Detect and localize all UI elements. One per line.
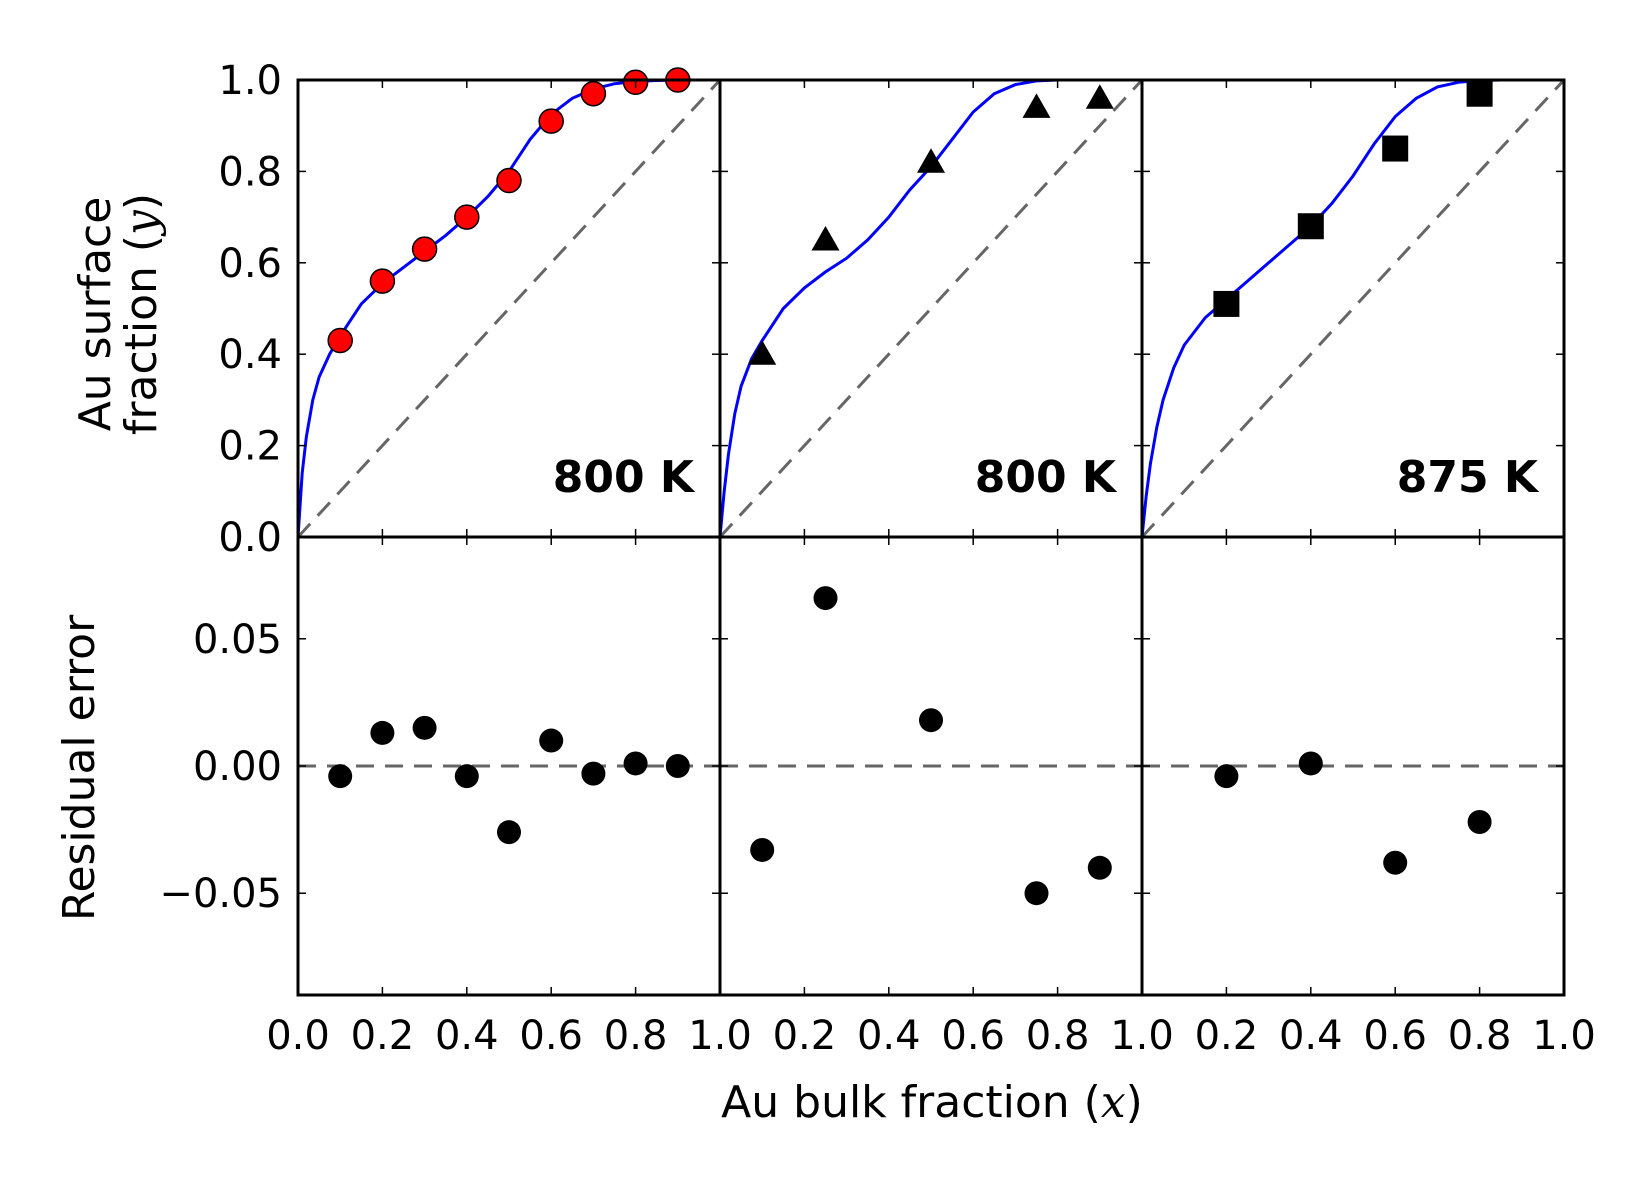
residual-point <box>665 754 690 778</box>
panel-frames <box>296 78 1566 997</box>
residual-point <box>1383 850 1408 875</box>
y-tick-label-bottom: −0.05 <box>159 871 282 917</box>
data-point <box>811 225 840 251</box>
residual-point <box>412 715 437 740</box>
panel-temperature-label: 800 K <box>975 452 1118 503</box>
residual-point <box>328 764 353 789</box>
data-point <box>748 340 777 365</box>
x-tick-label: 0.6 <box>519 1013 583 1059</box>
identity-line <box>1140 78 1566 539</box>
y-tick-label-bottom: 0.00 <box>193 744 282 790</box>
residual-point <box>1214 764 1239 789</box>
panel-temperature-label: 875 K <box>1397 452 1540 503</box>
x-tick-label: 0.4 <box>435 1013 499 1059</box>
x-tick-label: 0.8 <box>1448 1013 1512 1059</box>
x-axis-title: Au bulk fraction (x) <box>721 1077 1143 1128</box>
data-point <box>538 108 564 134</box>
data-point <box>1297 213 1324 240</box>
y-axis-title-bottom: Residual error <box>54 614 105 921</box>
panel-temperature-label: 800 K <box>553 452 696 503</box>
x-tick-label: 0.2 <box>351 1013 415 1059</box>
residual-point <box>497 820 521 845</box>
data-point <box>327 327 353 354</box>
x-tick-label: 0.6 <box>941 1013 1005 1059</box>
y-tick-label-top: 0.6 <box>218 241 282 287</box>
data-point <box>1022 93 1051 118</box>
data-point <box>917 148 945 173</box>
data-point <box>496 167 522 194</box>
residual-point <box>750 837 775 862</box>
x-tick-label: 0.8 <box>604 1013 668 1059</box>
y-tick-label-top: 0.4 <box>218 332 282 378</box>
reference-lines <box>296 78 1566 768</box>
data-point <box>1382 135 1409 162</box>
y-tick-label-top: 0.8 <box>218 149 282 195</box>
x-tick-label: 1.0 <box>688 1013 752 1059</box>
data-point <box>1213 290 1240 317</box>
residual-point <box>370 720 395 745</box>
identity-line <box>296 78 722 539</box>
data-point <box>411 236 438 262</box>
y-tick-label-top: 0.0 <box>218 515 282 561</box>
identity-line <box>718 78 1144 539</box>
residual-point <box>919 708 943 733</box>
data-point <box>369 268 396 294</box>
y-tick-label-bottom: 0.05 <box>193 617 282 663</box>
y-axis-title-top-line2: fraction (y) <box>116 193 167 435</box>
x-tick-label: 0.0 <box>266 1013 330 1059</box>
data-point <box>454 204 480 230</box>
x-tick-label: 0.8 <box>1026 1013 1090 1059</box>
x-tick-label: 0.2 <box>773 1013 837 1059</box>
tick-labels: 0.0 0.2 0.4 0.6 0.8 1.0 800 K 0.2 0.4 0.6 0.8 1.0 80… <box>159 58 1595 1059</box>
residual-point <box>1467 809 1492 834</box>
residual-point <box>623 751 648 776</box>
residual-point <box>539 728 564 753</box>
data-point <box>580 80 607 107</box>
x-tick-label: 0.4 <box>857 1013 921 1059</box>
x-tick-label: 0.6 <box>1363 1013 1427 1059</box>
residual-point <box>1087 855 1112 880</box>
tick-marks <box>297 79 1565 995</box>
x-tick-label: 0.4 <box>1279 1013 1343 1059</box>
residual-point <box>454 764 479 789</box>
residual-point <box>581 761 606 786</box>
data-markers <box>327 67 1493 906</box>
residual-point <box>1024 881 1049 906</box>
residual-point <box>1298 751 1323 776</box>
y-axis-title-top-line1: Au surface <box>70 197 121 432</box>
x-tick-label: 1.0 <box>1110 1013 1174 1059</box>
x-tick-label: 0.2 <box>1195 1013 1259 1059</box>
x-tick-label: 1.0 <box>1532 1013 1596 1059</box>
y-tick-label-top: 1.0 <box>218 58 282 104</box>
data-point <box>1085 84 1114 109</box>
y-tick-label-top: 0.2 <box>218 424 282 470</box>
residual-point <box>813 586 838 611</box>
